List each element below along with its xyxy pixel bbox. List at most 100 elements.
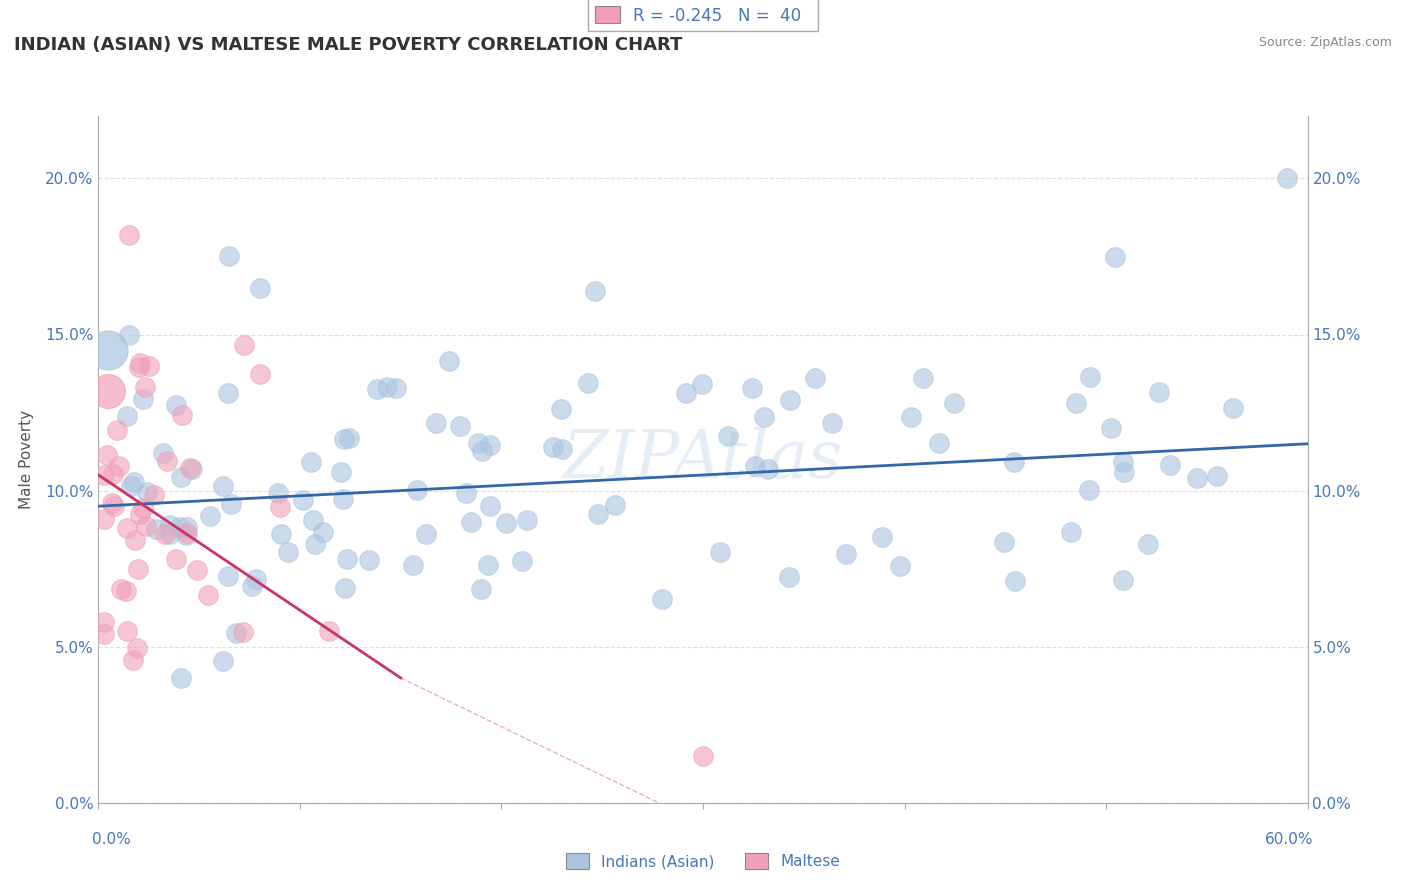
Point — [198, 509, 221, 524]
Point — [249, 367, 271, 381]
Point — [159, 517, 181, 532]
Point — [304, 537, 326, 551]
Point — [1222, 401, 1244, 415]
Point — [93, 467, 115, 482]
Point — [603, 498, 626, 512]
Point — [267, 486, 290, 500]
Point — [110, 582, 132, 596]
Point — [1277, 171, 1299, 186]
Point — [101, 467, 124, 481]
Point — [375, 380, 398, 394]
Legend: R =   0.161   N = 109, R = -0.245   N =  40: R = 0.161 N = 109, R = -0.245 N = 40 — [588, 0, 818, 31]
Point — [928, 436, 950, 450]
Point — [744, 458, 766, 473]
Point — [1112, 573, 1135, 587]
Point — [135, 518, 157, 533]
Point — [692, 376, 714, 391]
Point — [541, 440, 564, 454]
Point — [1099, 421, 1122, 435]
Point — [179, 461, 201, 475]
Point — [93, 615, 115, 630]
Point — [165, 552, 187, 566]
Point — [152, 445, 174, 459]
Point — [97, 343, 120, 358]
Point — [169, 671, 191, 685]
Point — [135, 485, 157, 500]
Point — [245, 572, 267, 586]
Point — [779, 393, 801, 408]
Point — [120, 479, 142, 493]
Point — [122, 653, 145, 667]
Point — [165, 398, 187, 412]
Point — [330, 465, 353, 479]
Point — [449, 419, 471, 434]
Point — [425, 416, 447, 430]
Point — [467, 435, 489, 450]
Point — [709, 545, 731, 559]
Point — [302, 513, 325, 527]
Point — [471, 444, 494, 458]
Point — [402, 558, 425, 572]
Point — [218, 250, 240, 264]
Point — [752, 409, 775, 424]
Point — [170, 470, 193, 484]
Point — [269, 500, 291, 515]
Point — [225, 626, 247, 640]
Point — [1060, 524, 1083, 539]
Point — [550, 401, 572, 416]
Point — [156, 454, 179, 468]
Point — [516, 512, 538, 526]
Point — [1104, 250, 1126, 264]
Point — [186, 563, 208, 577]
Point — [583, 284, 606, 298]
Point — [142, 488, 165, 502]
Point — [1147, 385, 1170, 400]
Point — [415, 527, 437, 541]
Point — [318, 624, 340, 638]
Point — [332, 491, 354, 506]
Point — [357, 553, 380, 567]
Point — [277, 545, 299, 559]
Point — [132, 392, 155, 406]
Point — [118, 227, 141, 242]
Point — [366, 382, 388, 396]
Point — [159, 526, 181, 541]
Point — [176, 520, 198, 534]
Point — [835, 548, 858, 562]
Point — [454, 486, 477, 500]
Point — [470, 582, 492, 596]
Point — [336, 551, 359, 566]
Point — [176, 525, 198, 540]
Point — [108, 459, 131, 474]
Point — [292, 492, 315, 507]
Point — [249, 281, 271, 295]
Point — [127, 562, 149, 576]
Point — [1004, 455, 1026, 469]
Y-axis label: Male Poverty: Male Poverty — [20, 409, 34, 509]
Point — [510, 554, 533, 568]
Point — [993, 534, 1015, 549]
Point — [270, 527, 292, 541]
Point — [675, 385, 697, 400]
Text: 60.0%: 60.0% — [1265, 832, 1313, 847]
Point — [115, 583, 138, 598]
Point — [93, 512, 115, 526]
Point — [219, 497, 242, 511]
Point — [460, 516, 482, 530]
Point — [242, 578, 264, 592]
Point — [138, 359, 160, 373]
Point — [232, 338, 254, 352]
Point — [132, 501, 155, 516]
Point — [1066, 396, 1088, 410]
Point — [651, 592, 673, 607]
Point — [125, 641, 148, 656]
Point — [197, 588, 219, 602]
Point — [174, 528, 197, 542]
Point — [756, 462, 779, 476]
Point — [128, 360, 150, 375]
Point — [93, 627, 115, 641]
Point — [1078, 483, 1101, 497]
Point — [122, 475, 145, 489]
Point — [1137, 537, 1160, 551]
Point — [115, 521, 138, 535]
